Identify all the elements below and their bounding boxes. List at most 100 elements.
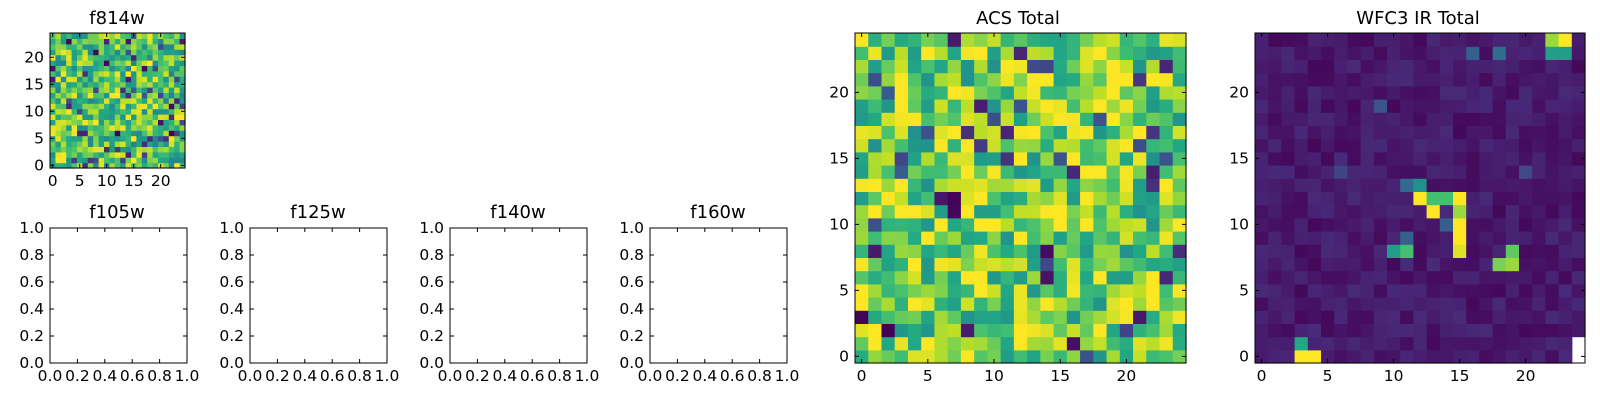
heatmap-cell — [152, 70, 159, 77]
heatmap-cell — [114, 108, 121, 115]
heatmap-cell — [71, 70, 78, 77]
heatmap-cell — [1307, 244, 1322, 258]
panel-f140w: f140w 0.0 0.2 0.4 0.6 0.8 1.00.00.20.40.60.81… — [419, 202, 599, 385]
heatmap-cell — [1133, 138, 1147, 153]
heatmap-cell — [174, 49, 181, 56]
heatmap-cell — [1426, 125, 1441, 140]
heatmap-cell — [868, 257, 883, 272]
heatmap-cell — [1294, 165, 1309, 179]
y-tick-label: 0.6 — [619, 273, 644, 291]
heatmap-cell — [881, 33, 896, 47]
heatmap-cell — [921, 297, 936, 311]
heatmap-cell — [1268, 46, 1282, 60]
heatmap-cell — [947, 310, 962, 324]
heatmap-cell — [147, 76, 154, 83]
heatmap-cell — [1000, 204, 1015, 219]
heatmap-cell — [907, 46, 922, 60]
heatmap-cell — [1027, 270, 1041, 285]
heatmap-cell — [1281, 59, 1296, 74]
heatmap-cell — [855, 336, 869, 351]
x-tick-label: 0 — [48, 172, 58, 190]
x-tick-label: 20 — [151, 172, 171, 190]
heatmap-cell — [1321, 151, 1335, 166]
heatmap-cell — [114, 119, 121, 126]
heatmap-cell — [104, 108, 110, 115]
heatmap-cell — [147, 135, 154, 142]
heatmap-cell — [1119, 72, 1134, 87]
heatmap-cell — [1466, 112, 1480, 126]
heatmap-cell — [894, 138, 909, 153]
heatmap-cell — [1066, 85, 1081, 100]
heatmap-cell — [114, 141, 121, 147]
heatmap-cell — [66, 49, 73, 56]
panel-title-f125w: f125w — [290, 202, 345, 223]
heatmap-cell — [1172, 165, 1187, 179]
heatmap-cell — [168, 146, 175, 153]
heatmap-cell — [1000, 72, 1015, 87]
heatmap-cell — [1268, 72, 1282, 87]
heatmap-cell — [120, 108, 127, 115]
heatmap-cell — [131, 130, 137, 137]
heatmap-cell — [1133, 151, 1147, 166]
heatmap-cell — [179, 146, 186, 153]
heatmap-cell — [1347, 244, 1362, 258]
heatmap-cell — [1558, 178, 1573, 192]
heatmap-cell — [1492, 244, 1507, 258]
heatmap-cell — [1466, 349, 1480, 364]
heatmap-cell — [141, 38, 148, 45]
heatmap-cell — [77, 130, 83, 137]
heatmap-cell — [1334, 283, 1348, 298]
heatmap-cell — [1347, 72, 1362, 87]
heatmap-cell — [1545, 310, 1560, 324]
heatmap-cell — [1119, 217, 1134, 232]
heatmap-cell — [960, 323, 975, 338]
heatmap-cell — [93, 97, 100, 104]
heatmap-cell — [109, 103, 116, 110]
heatmap-cell — [141, 103, 148, 110]
heatmap-cell — [1492, 231, 1507, 245]
heatmap-cell — [1373, 33, 1388, 47]
heatmap-cell — [1268, 217, 1282, 232]
heatmap-cell — [125, 92, 132, 99]
heatmap-cell — [98, 92, 105, 99]
heatmap-cell — [1492, 138, 1507, 153]
heatmap-cell — [1053, 283, 1068, 298]
heatmap-cell — [1519, 46, 1533, 60]
heatmap-cell — [66, 65, 73, 72]
heatmap-cell — [1347, 323, 1362, 338]
heatmap-cell — [1519, 323, 1533, 338]
heatmap-cell — [1307, 151, 1322, 166]
heatmap-cell — [1119, 151, 1134, 166]
x-tick-label: 0.4 — [692, 367, 717, 385]
heatmap-cell — [109, 130, 116, 137]
heatmap-cell — [1466, 151, 1480, 166]
heatmap-cell — [163, 108, 170, 115]
heatmap-cell — [71, 157, 78, 164]
heatmap-cell — [1281, 85, 1296, 100]
heatmap-cell — [152, 87, 159, 93]
heatmap-cell — [881, 297, 896, 311]
heatmap-cell — [947, 46, 962, 60]
y-tick-label: 0.6 — [419, 273, 444, 291]
heatmap-cell — [1294, 349, 1309, 364]
heatmap-cell — [1133, 85, 1147, 100]
heatmap-cell — [1146, 204, 1161, 219]
heatmap-cell — [1307, 283, 1322, 298]
heatmap-cell — [1400, 297, 1414, 311]
heatmap-cell — [1321, 178, 1335, 192]
x-tick-label: 0 — [1257, 367, 1267, 385]
heatmap-cell — [104, 135, 110, 142]
heatmap-cell — [868, 165, 883, 179]
heatmap-cell — [125, 70, 132, 77]
heatmap-cell — [141, 97, 148, 104]
heatmap-cell — [960, 85, 975, 100]
heatmap-cell — [1519, 125, 1533, 140]
heatmap-cell — [50, 119, 56, 126]
heatmap-cell — [1093, 231, 1108, 245]
heatmap-cell — [60, 65, 67, 72]
heatmap-cell — [1479, 99, 1494, 113]
heatmap-cell — [1013, 59, 1028, 74]
heatmap-cell — [1439, 349, 1454, 364]
heatmap-cell — [1373, 336, 1388, 351]
heatmap-cell — [1053, 204, 1068, 219]
